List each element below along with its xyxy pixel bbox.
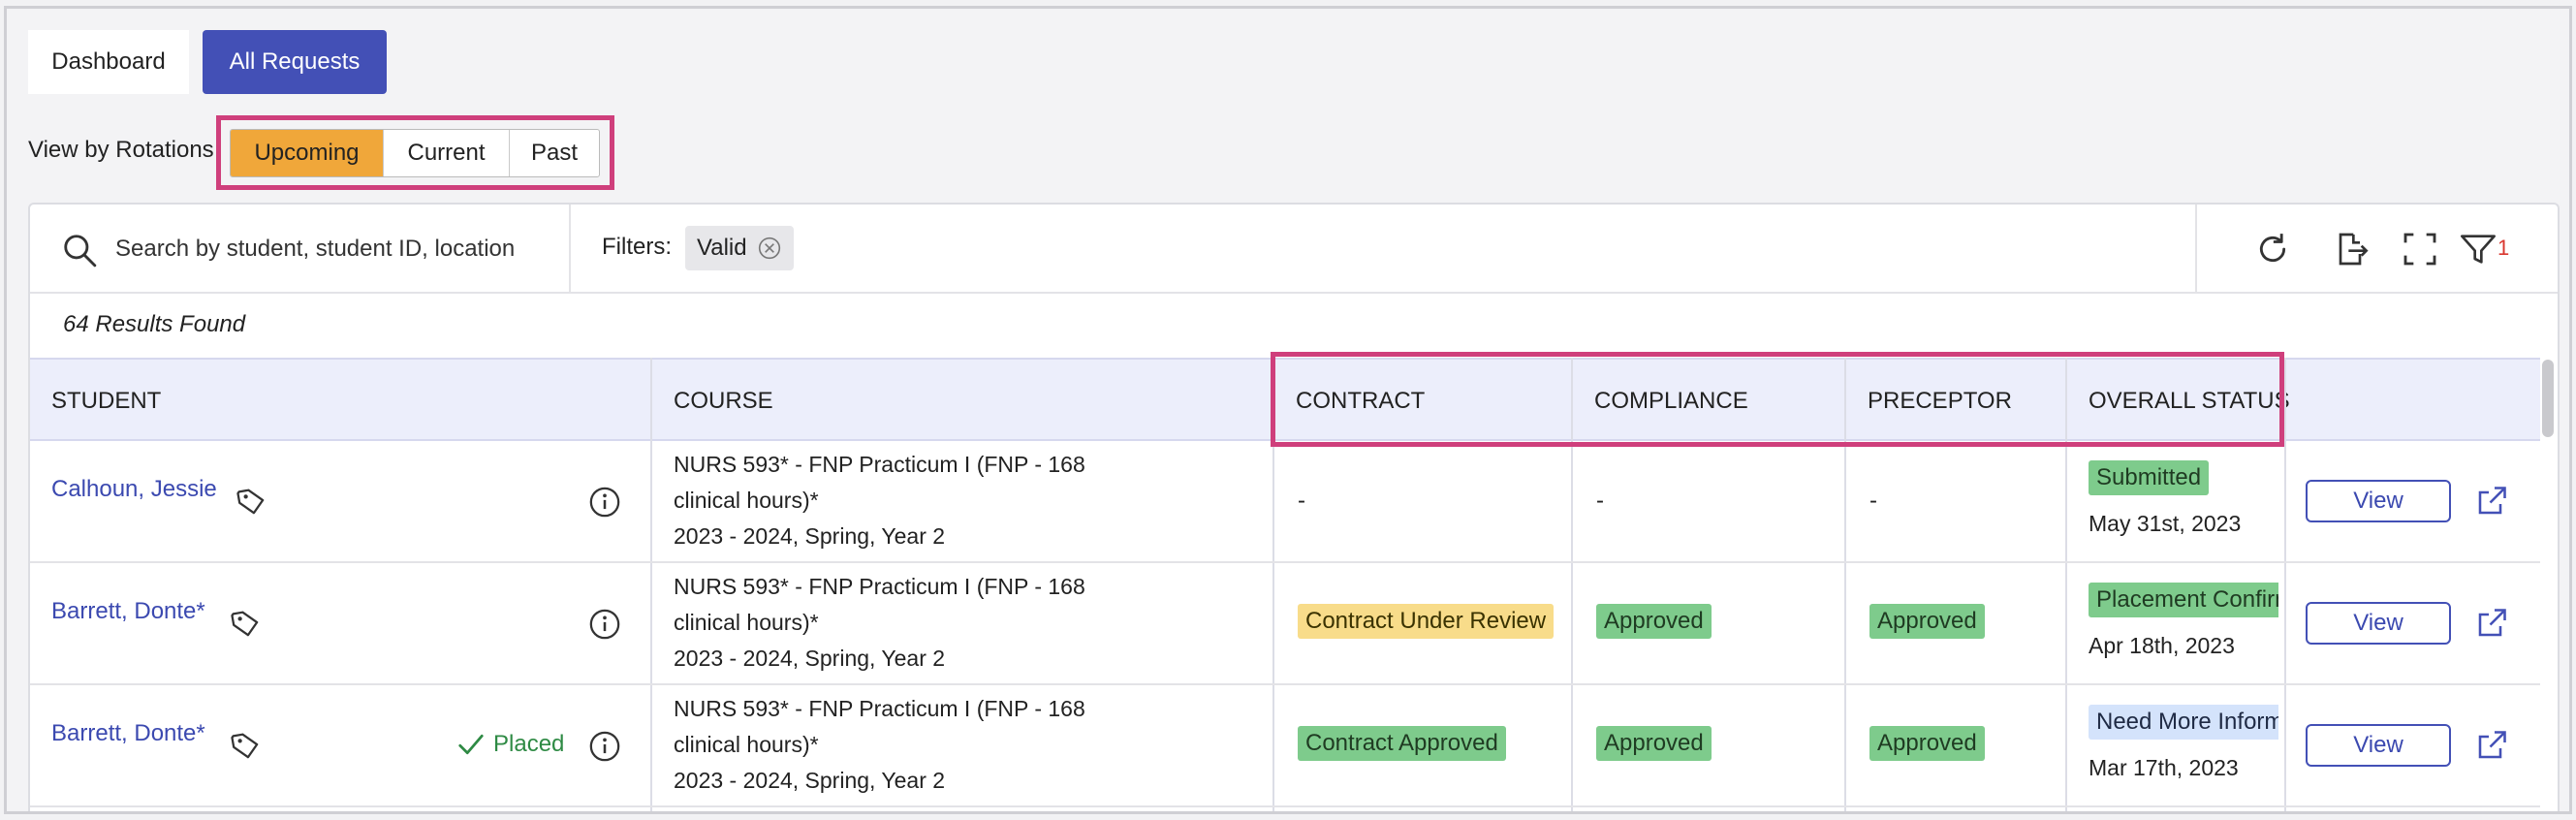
filters-label: Filters: [602,234,672,260]
toolbar-divider [2195,205,2197,294]
column-header-course[interactable]: COURSE [674,388,773,414]
course-title-line: clinical hours)* [674,488,819,513]
external-link-icon[interactable] [2474,728,2509,763]
column-header-preceptor[interactable]: PRECEPTOR [1868,388,2012,414]
rotations-label: View by Rotations [28,137,214,163]
external-link-icon[interactable] [2474,606,2509,641]
info-icon[interactable] [588,608,621,641]
app-frame: Dashboard All Requests View by Rotations… [4,6,2572,814]
rotation-current-button[interactable]: Current [384,130,510,176]
column-divider [1844,358,1846,811]
overall-status-badge: Submitted [2089,460,2210,495]
view-button[interactable]: View [2306,480,2451,522]
tag-icon[interactable] [236,486,268,519]
column-header-student[interactable]: STUDENT [51,388,162,414]
tag-icon[interactable] [230,730,263,763]
placed-label: Placed [493,731,565,757]
filter-icon[interactable] [2459,230,2497,268]
contract-status: - [1298,488,1305,514]
course-title-line: clinical hours)* [674,610,819,635]
preceptor-status: - [1869,488,1877,514]
course-title-line: NURS 593* - FNP Practicum I (FNP - 168 [674,696,1085,721]
close-circle-icon[interactable] [757,236,782,261]
view-button[interactable]: View [2306,724,2451,767]
info-icon[interactable] [588,730,621,763]
tag-icon[interactable] [230,608,263,641]
compliance-status-badge: Approved [1596,604,1712,639]
table-row: Barrett, Donte* NURS 593* - FNP Practicu… [30,563,2540,685]
course-term: 2023 - 2024, Spring, Year 2 [674,768,946,793]
status-date: Apr 18th, 2023 [2089,633,2235,658]
column-divider [1571,358,1573,811]
search-input[interactable] [115,230,551,268]
table-header: STUDENT COURSE CONTRACT COMPLIANCE PRECE… [30,358,2540,441]
tab-dashboard[interactable]: Dashboard [28,30,189,94]
external-link-icon[interactable] [2474,484,2509,519]
table-row: Barrett, Donte* Placed NURS 593* - FNP P… [30,685,2540,807]
table-scrollbar[interactable] [2542,360,2554,437]
check-icon [458,734,484,755]
course-term: 2023 - 2024, Spring, Year 2 [674,523,946,549]
search-icon [64,235,97,268]
student-link[interactable]: Barrett, Donte* [51,720,205,746]
rotations-toggle-group: Upcoming Current Past [230,129,600,177]
refresh-icon[interactable] [2253,230,2292,268]
table-row: Calhoun, Jessie NURS 593* - FNP Practicu… [30,441,2540,563]
course-term: 2023 - 2024, Spring, Year 2 [674,646,946,671]
column-divider [1272,358,1274,811]
compliance-status-badge: Approved [1596,726,1712,761]
toolbar-divider [569,205,571,294]
status-date: May 31st, 2023 [2089,511,2242,536]
student-link[interactable]: Barrett, Donte* [51,598,205,624]
contract-status-badge: Contract Approved [1298,726,1506,761]
filter-count-badge: 1 [2497,236,2510,260]
overall-status-badge: Need More Information [2089,705,2278,740]
course-title-line: NURS 593* - FNP Practicum I (FNP - 168 [674,574,1085,599]
view-button[interactable]: View [2306,602,2451,645]
course-title-line: clinical hours)* [674,732,819,757]
search-toolbar: Filters: Valid [30,205,2558,294]
column-divider [650,358,652,811]
tab-all-requests[interactable]: All Requests [203,30,387,94]
column-divider [2065,358,2067,811]
requests-panel: Filters: Valid [28,203,2560,811]
filter-chip-valid[interactable]: Valid [685,226,794,270]
column-header-compliance[interactable]: COMPLIANCE [1594,388,1748,414]
rotation-upcoming-button[interactable]: Upcoming [231,130,384,176]
overall-status-badge: Placement Confirmed [2089,583,2278,617]
export-icon[interactable] [2331,230,2370,268]
column-divider [2284,358,2286,811]
fullscreen-icon[interactable] [2401,230,2439,268]
filter-chip-label: Valid [697,235,747,261]
rotation-past-button[interactable]: Past [530,140,579,166]
course-title-line: NURS 593* - FNP Practicum I (FNP - 168 [674,452,1085,477]
column-header-contract[interactable]: CONTRACT [1296,388,1426,414]
status-date: Mar 17th, 2023 [2089,755,2239,780]
info-icon[interactable] [588,486,621,519]
column-header-overall-status[interactable]: OVERALL STATUS [2089,388,2290,414]
student-link[interactable]: Calhoun, Jessie [51,476,217,502]
preceptor-status-badge: Approved [1869,726,1985,761]
preceptor-status-badge: Approved [1869,604,1985,639]
placed-indicator: Placed [456,730,564,759]
contract-status-badge: Contract Under Review [1298,604,1555,639]
compliance-status: - [1596,488,1604,514]
results-count: 64 Results Found [63,311,246,337]
